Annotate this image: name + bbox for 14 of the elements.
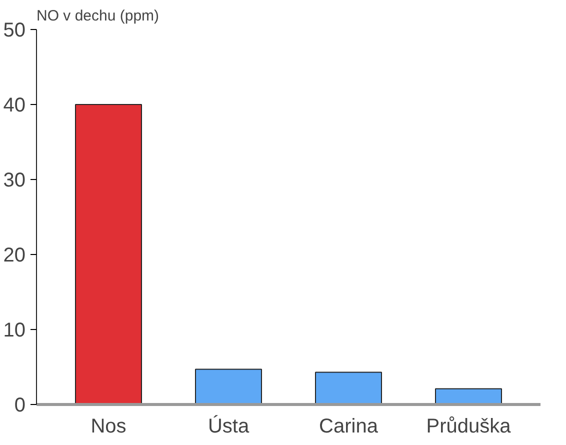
x-tick-label: Carina bbox=[319, 416, 379, 438]
y-tick-label: 50 bbox=[3, 20, 26, 42]
y-axis-title: NO v dechu (ppm) bbox=[36, 8, 160, 24]
bar bbox=[315, 372, 382, 404]
x-tick-label: Průduška bbox=[426, 416, 512, 438]
bar bbox=[75, 104, 142, 404]
x-tick-label: Nos bbox=[90, 416, 126, 438]
y-tick-label: 0 bbox=[14, 394, 26, 416]
y-tick-label: 30 bbox=[3, 170, 26, 192]
y-tick-label: 10 bbox=[3, 320, 26, 342]
bar bbox=[195, 368, 262, 404]
y-tick-label: 20 bbox=[3, 244, 26, 266]
x-tick-label: Ústa bbox=[208, 414, 250, 438]
y-tick-label: 40 bbox=[3, 94, 26, 116]
